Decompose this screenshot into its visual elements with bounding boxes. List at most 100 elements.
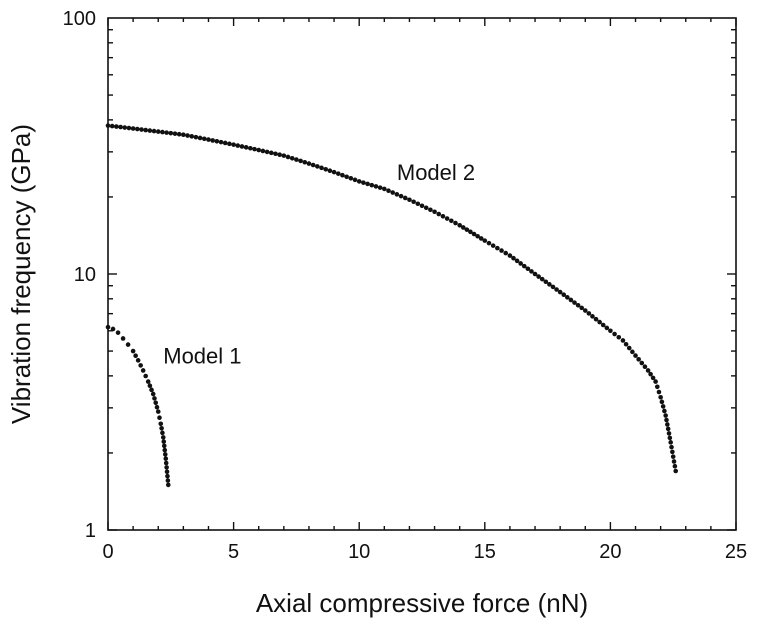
data-point	[600, 322, 606, 328]
data-point	[365, 181, 370, 187]
data-point	[138, 363, 143, 368]
data-point	[586, 311, 592, 316]
data-point	[306, 161, 312, 166]
data-point	[327, 168, 333, 174]
data-point	[149, 387, 154, 393]
x-tick-label: 20	[599, 541, 621, 563]
data-point	[110, 326, 116, 332]
data-point	[593, 316, 599, 322]
data-point	[543, 279, 549, 285]
data-point	[114, 124, 119, 129]
data-point	[557, 289, 563, 295]
data-point	[547, 282, 552, 287]
data-point	[157, 415, 162, 420]
y-axis-ticks: 1 10 100	[63, 8, 736, 542]
data-point	[139, 127, 144, 132]
data-point	[457, 222, 462, 228]
data-point	[597, 319, 602, 325]
data-point	[432, 209, 437, 215]
data-point	[235, 143, 241, 148]
data-point	[252, 146, 257, 152]
data-point	[143, 373, 148, 379]
data-point	[620, 338, 626, 343]
data-point	[331, 169, 337, 175]
data-point	[277, 152, 282, 157]
data-point	[636, 357, 641, 362]
data-point	[475, 233, 480, 239]
data-point	[294, 157, 299, 162]
series-1	[105, 324, 171, 488]
data-point	[670, 454, 676, 459]
data-point	[160, 430, 165, 436]
data-point	[623, 341, 629, 347]
data-point	[155, 129, 161, 134]
data-point	[158, 421, 164, 427]
data-point	[428, 207, 433, 213]
data-point	[176, 131, 182, 137]
data-point	[289, 155, 295, 161]
data-point	[352, 177, 358, 183]
data-point	[264, 149, 270, 155]
data-point	[159, 426, 164, 431]
data-point	[319, 165, 324, 171]
data-point	[151, 128, 157, 134]
data-point	[222, 140, 228, 146]
data-point	[172, 131, 178, 136]
data-point	[415, 201, 421, 207]
data-point	[344, 174, 349, 180]
data-point	[507, 253, 513, 258]
data-point	[521, 263, 527, 269]
data-point	[153, 400, 159, 406]
y-tick-label: 1	[85, 520, 96, 542]
data-point	[616, 334, 622, 340]
data-point	[495, 245, 500, 251]
data-point	[147, 128, 153, 133]
x-tick-label: 5	[228, 541, 239, 563]
data-point	[152, 396, 157, 401]
data-point	[147, 383, 153, 388]
data-point	[490, 243, 496, 248]
data-point	[143, 127, 148, 133]
data-point	[335, 171, 341, 176]
data-point	[536, 274, 541, 279]
data-point	[256, 147, 262, 153]
data-point	[402, 195, 408, 201]
data-point	[248, 145, 253, 151]
data-point	[411, 199, 416, 205]
data-point	[568, 297, 574, 303]
data-point	[648, 371, 653, 377]
data-point	[550, 284, 556, 290]
data-point	[201, 136, 207, 142]
data-point	[608, 328, 613, 334]
data-point	[604, 325, 610, 331]
data-point	[163, 456, 169, 461]
data-point	[511, 255, 516, 261]
data-point	[323, 166, 329, 172]
data-point	[642, 364, 648, 370]
x-tick-label: 0	[102, 541, 113, 563]
data-point	[231, 142, 236, 147]
data-point	[302, 159, 308, 165]
data-point	[449, 218, 454, 224]
data-point	[626, 345, 632, 351]
data-point	[105, 123, 111, 128]
x-tick-label: 25	[725, 541, 747, 563]
data-point	[575, 302, 581, 308]
data-point	[582, 308, 588, 313]
data-point	[407, 197, 412, 203]
data-point	[666, 431, 672, 436]
data-point	[658, 394, 663, 400]
data-point	[185, 133, 190, 138]
data-point	[135, 126, 140, 132]
data-point	[419, 203, 425, 209]
data-point	[436, 211, 442, 217]
data-point	[145, 379, 151, 384]
data-point	[398, 193, 404, 199]
data-point	[161, 439, 167, 444]
data-point	[503, 250, 509, 256]
data-point	[154, 404, 160, 410]
data-point	[612, 331, 617, 337]
data-point	[444, 216, 450, 221]
data-point	[423, 205, 429, 211]
